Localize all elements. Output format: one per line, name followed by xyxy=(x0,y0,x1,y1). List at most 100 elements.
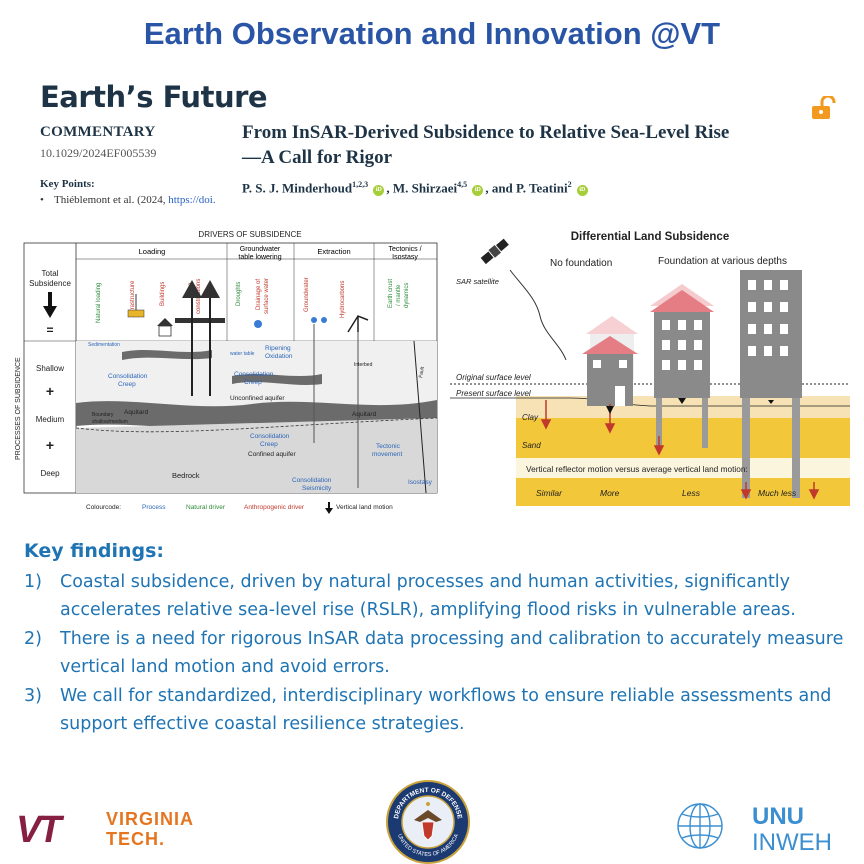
author-list: P. S. J. Minderhoud1,2,3 iD, M. Shirzaei… xyxy=(242,180,590,197)
row-total: Total xyxy=(42,269,59,278)
driver-drainage: Drainage of xyxy=(256,279,262,310)
subsidence-drivers-figure: DRIVERS OF SUBSIDENCE PROCESSES OF SUBSI… xyxy=(15,230,438,514)
label-boundary-2: shallow/medium xyxy=(92,419,128,425)
label-tectonic: Tectonic xyxy=(376,443,401,450)
label-more: More xyxy=(600,488,620,498)
vt-line2: TECH. xyxy=(106,829,165,849)
orcid-icon[interactable]: iD xyxy=(576,185,588,197)
label-unconfined: Unconfined aquifer xyxy=(230,395,285,402)
driver-droughts: Droughts xyxy=(236,282,242,306)
group-extraction: Extraction xyxy=(317,247,350,256)
label-water-table: water table xyxy=(230,351,255,357)
key-points-label: Key Points: xyxy=(40,178,95,190)
label-fault: Fault xyxy=(418,366,426,379)
key-point-item: • Thiéblemont et al. (2024, https://doi. xyxy=(40,194,216,206)
unu-inweh-logo: UNU INWEH xyxy=(677,803,832,854)
label-sedimentation: Sedimentation xyxy=(88,342,120,348)
row-deep: Deep xyxy=(40,469,60,478)
driver-buildings: Buildings xyxy=(160,282,166,306)
article-doi: 10.1029/2024EF005539 xyxy=(40,146,157,160)
driver-infrastructure: Infrastructure xyxy=(130,280,136,316)
key-point-text: Thiéblemont et al. (2024, xyxy=(54,194,166,206)
author-name: P. S. J. Minderhoud xyxy=(242,180,353,196)
driver-crust-2: / mantle xyxy=(396,284,402,306)
finding-item: 3) We call for standardized, interdiscip… xyxy=(24,682,854,738)
label-similar: Similar xyxy=(536,488,563,498)
label-creep: Creep xyxy=(118,381,136,388)
label-ripening: Ripening xyxy=(265,345,291,352)
group-groundwater: Groundwater xyxy=(240,246,281,253)
label-seismicity: Seismicity xyxy=(302,485,332,492)
legend-arrow-icon xyxy=(325,502,333,514)
label-oxidation: Oxidation xyxy=(265,353,293,360)
paper-title: From InSAR-Derived Subsidence to Relativ… xyxy=(242,120,832,170)
label-boundary: Boundary xyxy=(92,412,114,418)
key-point-link[interactable]: https://doi. xyxy=(168,194,216,206)
unu-line2: INWEH xyxy=(752,829,832,854)
journal-name: Earth’s Future xyxy=(40,80,268,114)
row-total-2: Subsidence xyxy=(29,279,71,288)
row-plus-2: + xyxy=(46,437,54,453)
label-aquitard: Aquitard xyxy=(124,409,149,416)
findings-title: Key findings: xyxy=(24,540,165,562)
finding-text: Coastal subsidence, driven by natural pr… xyxy=(60,572,796,620)
label-present-level: Present surface level xyxy=(456,389,531,398)
label-sand: Sand xyxy=(522,441,541,450)
finding-number: 1) xyxy=(24,572,42,592)
virginia-tech-logo: VT VIRGINIA TECH. xyxy=(16,809,193,850)
group-tectonics: Tectonics / xyxy=(388,246,421,253)
finding-number: 2) xyxy=(24,629,42,649)
label-creep: Creep xyxy=(244,379,262,386)
driver-groundwater: Groundwater xyxy=(304,277,310,312)
legend-colourcode: Colourcode: xyxy=(86,504,121,511)
row-equals: = xyxy=(46,323,53,337)
orcid-icon[interactable]: iD xyxy=(373,185,385,197)
affiliation-sup: 1,2,3 xyxy=(352,180,369,189)
author-name: , and P. Teatini xyxy=(485,180,568,196)
driver-drainage-2: surface water xyxy=(264,278,270,314)
legend-process: Process xyxy=(142,504,166,511)
label-original-level: Original surface level xyxy=(456,373,531,382)
vt-mark: VT xyxy=(16,809,64,850)
paper-title-line2: —A Call for Rigor xyxy=(242,147,393,168)
row-shallow: Shallow xyxy=(36,364,64,373)
label-clay: Clay xyxy=(522,413,539,422)
legend-natural: Natural driver xyxy=(186,504,226,511)
driver-hydrocarbons: Hydrocarbons xyxy=(340,281,346,318)
article-category: COMMENTARY xyxy=(40,124,156,140)
label-confined: Confined aquifer xyxy=(248,451,297,458)
finding-number: 3) xyxy=(24,686,42,706)
surface-icons xyxy=(127,280,369,337)
finding-text: There is a need for rigorous InSAR data … xyxy=(60,629,844,677)
label-bedrock: Bedrock xyxy=(172,471,200,480)
open-lock-icon xyxy=(812,96,836,119)
row-medium: Medium xyxy=(36,415,65,424)
label-no-foundation: No foundation xyxy=(550,258,612,269)
findings-list: 1) Coastal subsidence, driven by natural… xyxy=(24,568,854,739)
label-creep: Creep xyxy=(260,441,278,448)
label-isostasy: Isostasy xyxy=(408,479,433,486)
author-name: , M. Shirzaei xyxy=(386,180,458,196)
label-consolidation: Consolidation xyxy=(250,433,290,440)
legend-anthropogenic: Anthropogenic driver xyxy=(244,504,305,511)
figure-right-title: Differential Land Subsidence xyxy=(571,231,729,243)
label-foundation: Foundation at various depths xyxy=(658,256,787,267)
banner-title: Earth Observation and Innovation @VT xyxy=(143,16,721,51)
total-subsidence-arrow xyxy=(43,292,57,318)
unu-line1: UNU xyxy=(752,803,804,830)
group-loading: Loading xyxy=(139,247,166,256)
row-plus-1: + xyxy=(46,383,54,399)
label-consolidation: Consolidation xyxy=(234,371,274,378)
label-vertical-reflector: Vertical reflector motion versus average… xyxy=(526,464,748,474)
finding-item: 1) Coastal subsidence, driven by natural… xyxy=(24,568,854,624)
driver-crust: Earth crust xyxy=(388,279,394,308)
satellite-icon xyxy=(480,238,509,265)
affiliation-sup: 2 xyxy=(567,180,572,189)
figure-header: DRIVERS OF SUBSIDENCE xyxy=(198,230,301,239)
driver-crust-3: dynamics xyxy=(404,283,410,308)
label-movement: movement xyxy=(372,451,403,458)
finding-text: We call for standardized, interdisciplin… xyxy=(60,686,832,734)
orcid-icon[interactable]: iD xyxy=(472,185,484,197)
differential-subsidence-figure: Differential Land Subsidence No foundati… xyxy=(450,231,850,506)
label-sar: SAR satellite xyxy=(456,277,499,286)
